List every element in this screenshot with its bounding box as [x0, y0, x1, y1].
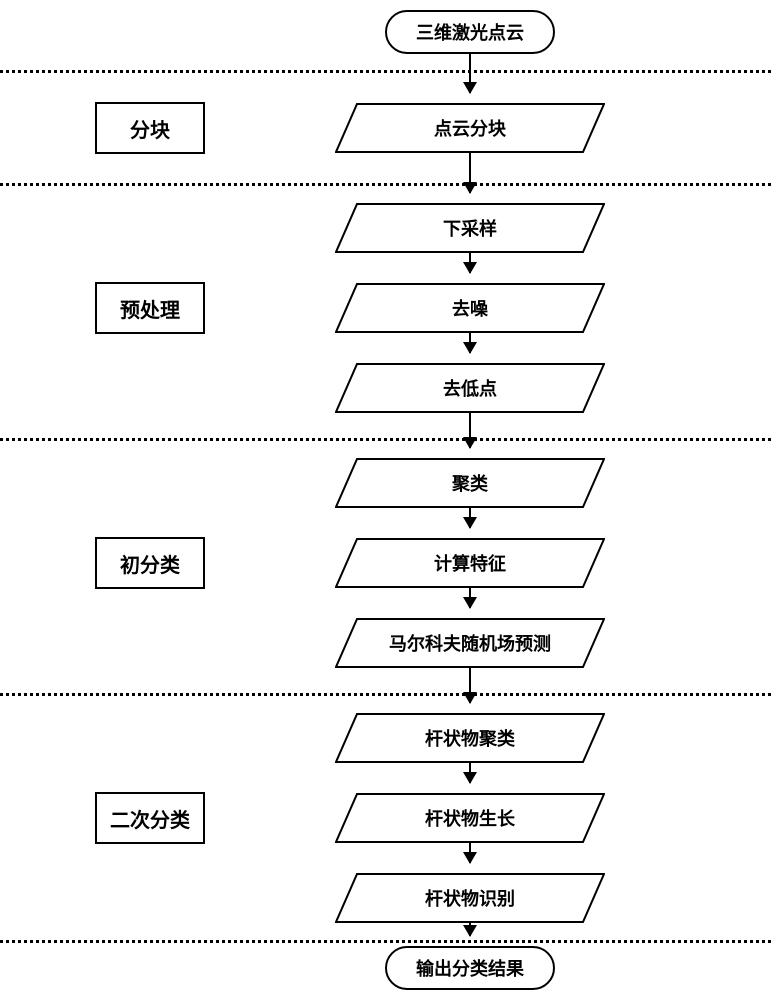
process-step-p8: 杆状物聚类	[335, 713, 605, 763]
process-step-label: 点云分块	[335, 103, 605, 153]
process-step-p2: 下采样	[335, 203, 605, 253]
flow-arrow	[469, 333, 471, 353]
process-step-label: 去低点	[335, 363, 605, 413]
flow-arrow	[469, 923, 471, 936]
flow-arrow	[469, 668, 471, 703]
process-step-label: 杆状物聚类	[335, 713, 605, 763]
process-step-p9: 杆状物生长	[335, 793, 605, 843]
flow-arrow	[469, 153, 471, 193]
terminator-end-label: 输出分类结果	[416, 955, 524, 981]
terminator-start-label: 三维激光点云	[416, 19, 524, 45]
flow-arrow	[469, 413, 471, 448]
stage-label-text: 分块	[130, 114, 170, 143]
process-step-label: 去噪	[335, 283, 605, 333]
stage-divider	[0, 183, 771, 186]
stage-divider	[0, 438, 771, 441]
process-step-p3: 去噪	[335, 283, 605, 333]
stage-label-s2: 预处理	[95, 282, 205, 334]
stage-divider	[0, 940, 771, 943]
stage-label-text: 二次分类	[110, 804, 190, 833]
stage-divider	[0, 70, 771, 73]
flow-arrow	[469, 54, 471, 93]
flow-arrow	[469, 253, 471, 273]
process-step-p6: 计算特征	[335, 538, 605, 588]
flow-arrow	[469, 843, 471, 863]
stage-label-s4: 二次分类	[95, 792, 205, 844]
process-step-label: 聚类	[335, 458, 605, 508]
stage-label-text: 初分类	[120, 549, 180, 578]
stage-label-s3: 初分类	[95, 537, 205, 589]
process-step-label: 计算特征	[335, 538, 605, 588]
flow-arrow	[469, 588, 471, 608]
process-step-p1: 点云分块	[335, 103, 605, 153]
flow-arrow	[469, 763, 471, 783]
stage-label-text: 预处理	[120, 294, 180, 323]
process-step-p7: 马尔科夫随机场预测	[335, 618, 605, 668]
process-step-label: 马尔科夫随机场预测	[335, 618, 605, 668]
terminator-end: 输出分类结果	[385, 946, 555, 990]
process-step-p10: 杆状物识别	[335, 873, 605, 923]
flow-arrow	[469, 508, 471, 528]
process-step-label: 杆状物识别	[335, 873, 605, 923]
process-step-p5: 聚类	[335, 458, 605, 508]
stage-divider	[0, 693, 771, 696]
terminator-start: 三维激光点云	[385, 10, 555, 54]
process-step-label: 杆状物生长	[335, 793, 605, 843]
process-step-p4: 去低点	[335, 363, 605, 413]
flowchart-canvas: 三维激光点云分块 点云分块预处理 下采样 去噪 去低点初分类 聚类 计算特征 马…	[0, 0, 771, 1000]
process-step-label: 下采样	[335, 203, 605, 253]
stage-label-s1: 分块	[95, 102, 205, 154]
